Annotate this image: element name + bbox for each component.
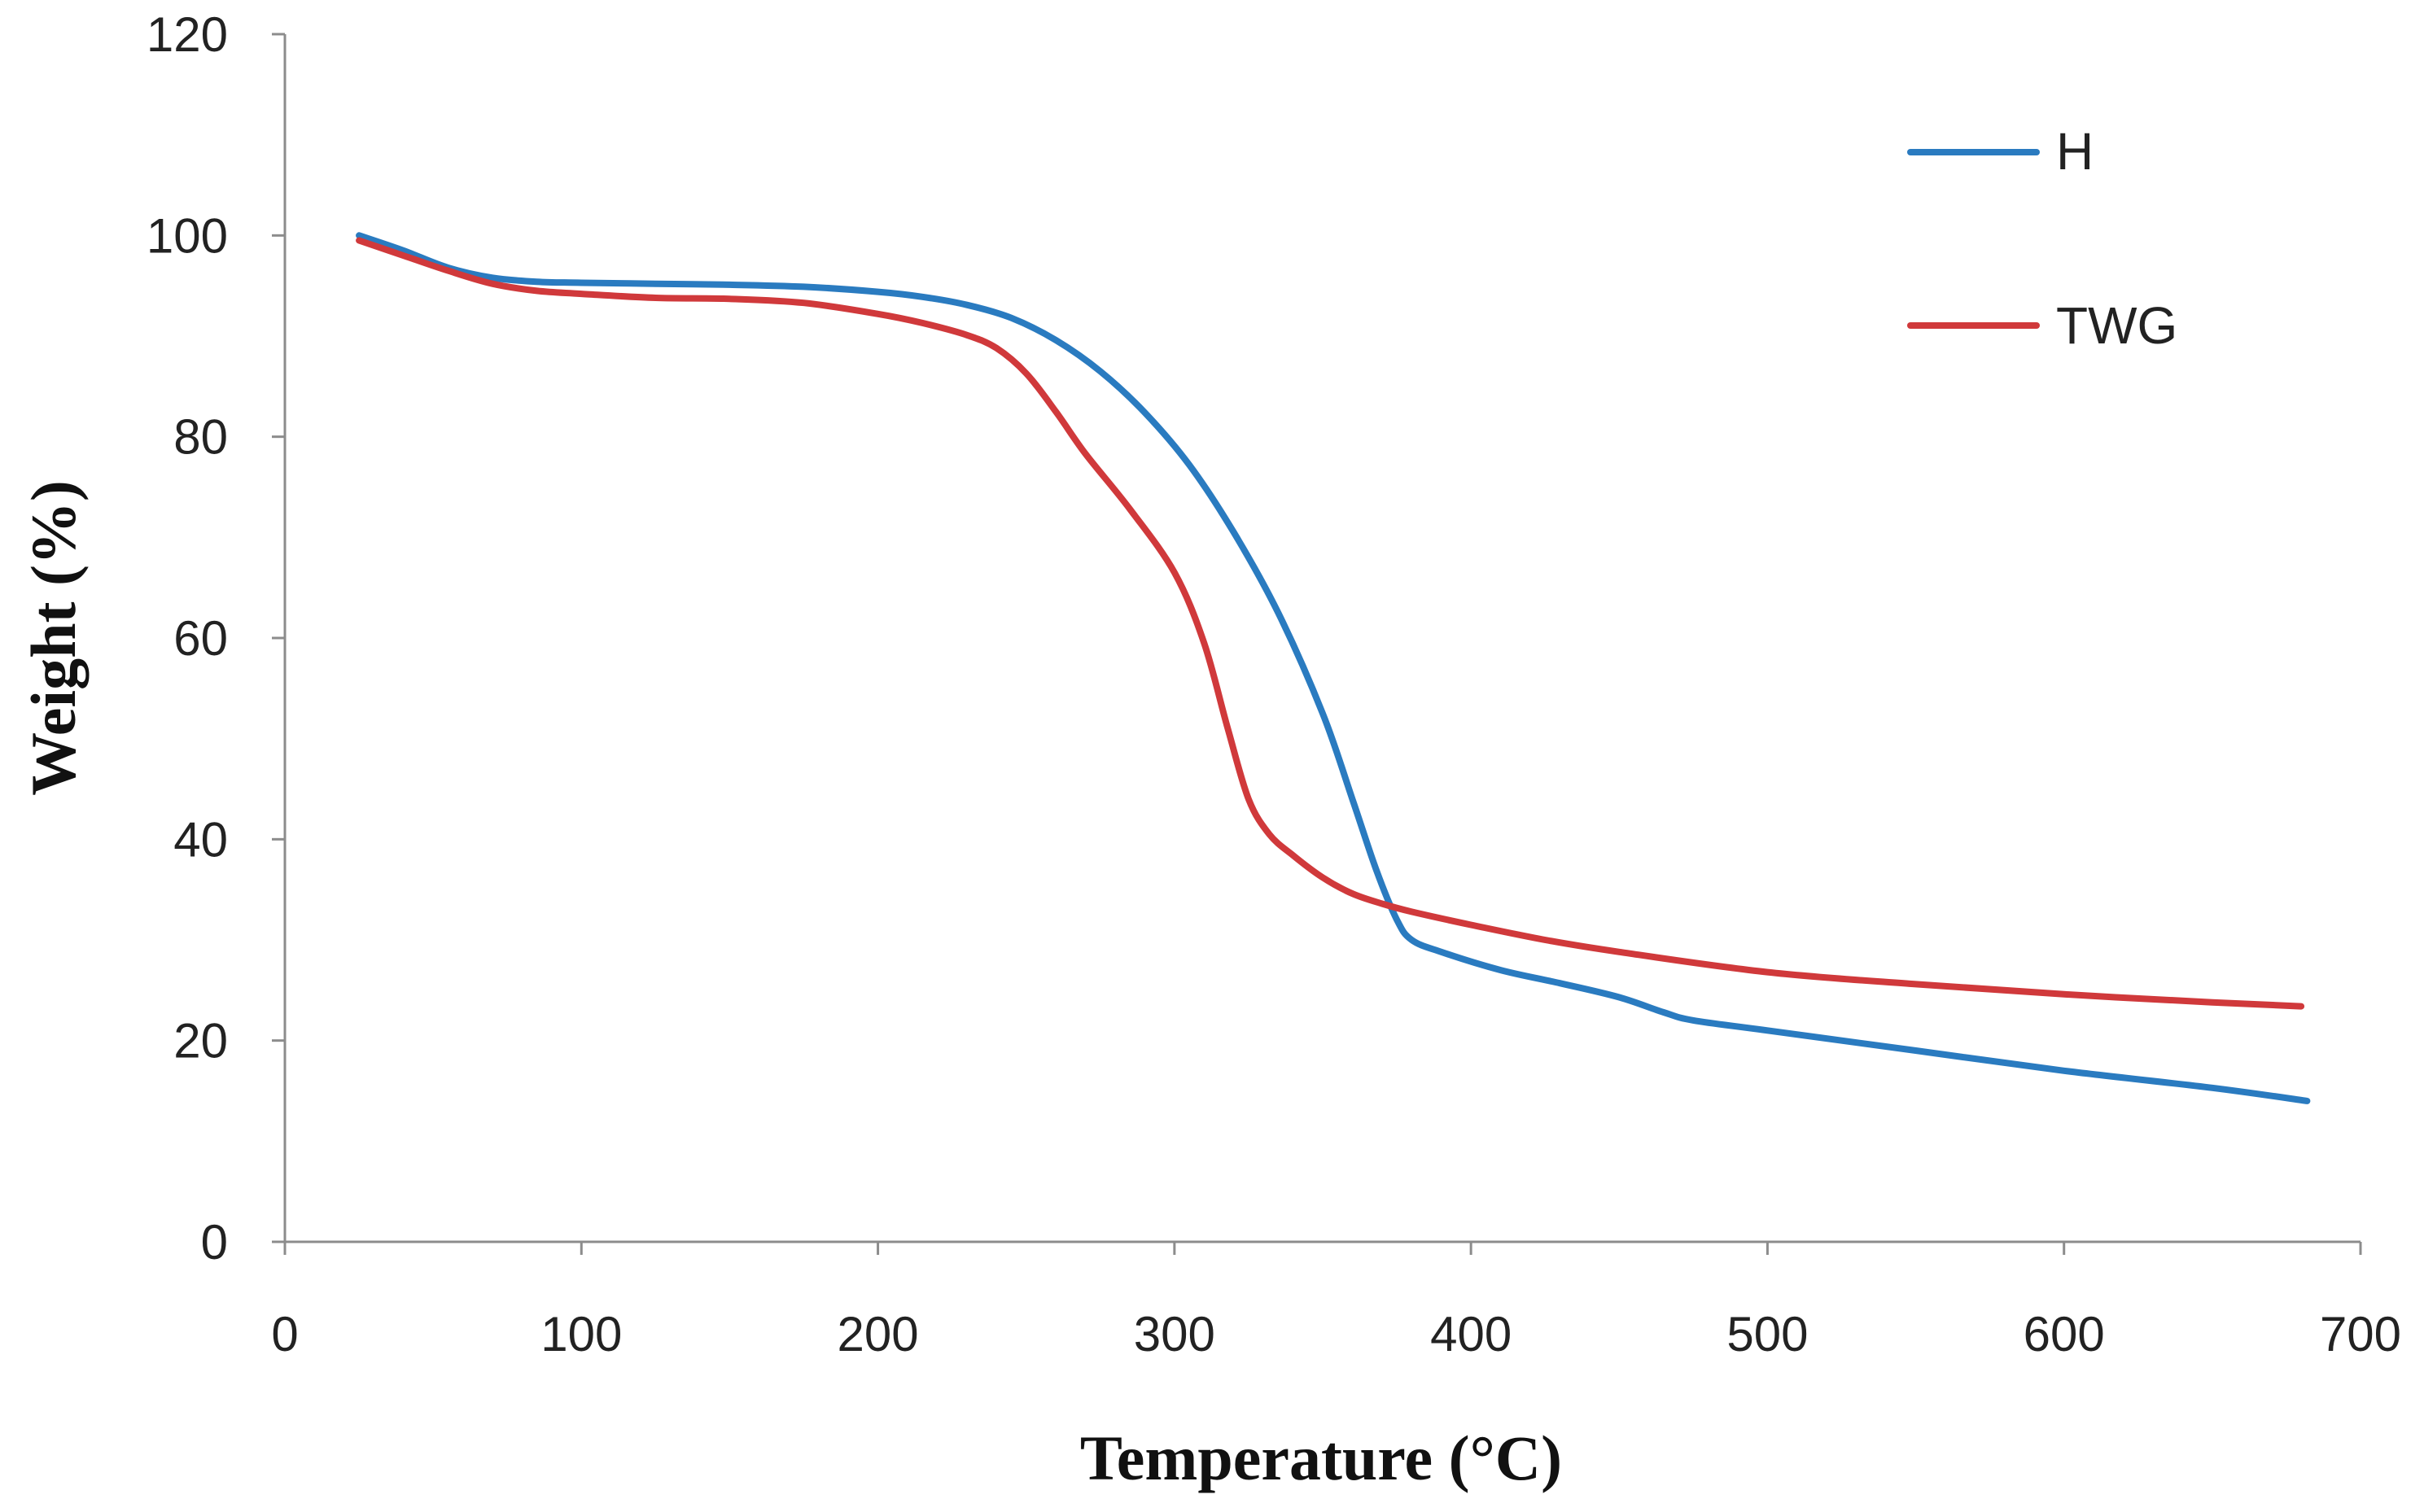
y-tick-label: 100 (147, 208, 228, 263)
y-tick-label: 20 (173, 1014, 228, 1068)
x-tick-label: 400 (1430, 1307, 1512, 1361)
legend-label-twg: TWG (2056, 296, 2177, 355)
x-axis-ticks: 0 100 200 300 400 500 600 700 (271, 1242, 2401, 1361)
series-line-h (356, 232, 2311, 1104)
y-axis-title: Weight (%) (18, 480, 89, 796)
x-tick-label: 200 (838, 1307, 919, 1361)
y-axis-ticks: 0 20 40 60 80 100 120 (147, 7, 285, 1269)
x-tick-label: 600 (2024, 1307, 2105, 1361)
y-tick-label: 40 (173, 812, 228, 867)
x-tick-label: 500 (1726, 1307, 1808, 1361)
y-tick-label: 120 (147, 7, 228, 62)
x-tick-label: 100 (540, 1307, 622, 1361)
y-tick-label: 60 (173, 611, 228, 666)
series-line-twg (356, 237, 2305, 1010)
series-group (356, 232, 2311, 1104)
legend: H TWG (1907, 122, 2177, 355)
x-tick-label: 0 (271, 1307, 298, 1361)
x-tick-label: 700 (2320, 1307, 2401, 1361)
x-tick-label: 300 (1134, 1307, 1215, 1361)
x-axis-title: Temperature (°C) (1080, 1422, 1562, 1493)
legend-label-h: H (2056, 122, 2094, 181)
y-tick-label: 80 (173, 410, 228, 465)
y-tick-label: 0 (201, 1215, 228, 1269)
